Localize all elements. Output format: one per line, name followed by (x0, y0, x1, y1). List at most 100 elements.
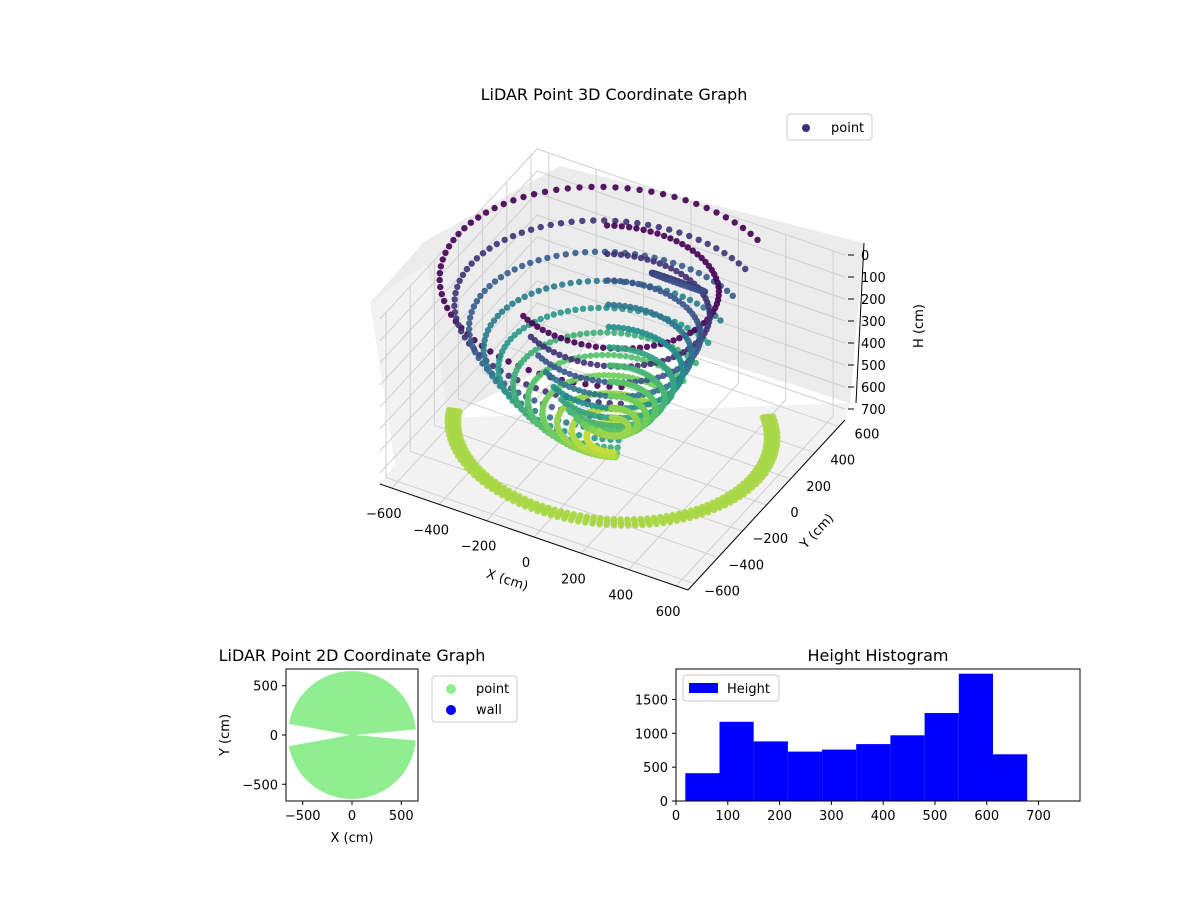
point-3d-s0 (695, 269, 703, 277)
point-3d-s0 (453, 315, 460, 322)
point-3d-s0 (721, 249, 728, 257)
point-3d-s0 (468, 308, 475, 316)
point-3d-s0 (557, 220, 565, 227)
point-3d-s0 (437, 283, 444, 291)
point-3d-s0 (729, 292, 736, 299)
point-3d-s0 (461, 225, 468, 232)
chart-3d: LiDAR Point 3D Coordinate Graph −600 −400… (366, 85, 927, 620)
point-3d-s0 (648, 188, 655, 195)
point-3d-s0 (510, 197, 517, 204)
point-3d-s1 (545, 346, 552, 353)
point-3d-s0 (451, 302, 458, 309)
point-3d-s0 (527, 226, 535, 233)
point-3d-s0 (568, 218, 575, 225)
point-3d-s0 (493, 240, 500, 248)
point-3d-s0 (576, 184, 583, 191)
point-3d-s0 (728, 254, 736, 262)
point-3d-s0 (611, 329, 618, 336)
x-tick-label-histogram: 600 (974, 809, 999, 824)
point-3d-s0 (467, 337, 474, 344)
point-3d-s1 (592, 343, 599, 350)
point-3d-s0 (590, 329, 597, 336)
point-3d-s0 (439, 256, 446, 263)
point-3d-s0 (543, 313, 551, 320)
point-3d-s0 (546, 339, 554, 346)
point-3d-s0 (623, 218, 630, 225)
grid-line-z (379, 148, 846, 320)
point-3d-s0 (468, 260, 475, 267)
point-3d-s0 (614, 444, 621, 451)
point-3d-s1 (665, 355, 672, 363)
point-3d-s1 (667, 235, 674, 242)
point-3d-s1 (635, 280, 642, 288)
point-3d-s1 (580, 421, 588, 428)
point-3d-s2 (669, 511, 676, 519)
point-3d-s0 (615, 372, 622, 379)
point-3d-s0 (504, 270, 511, 277)
point-3d-s1 (689, 247, 696, 254)
point-3d-s0 (482, 331, 490, 339)
z-tick-label-3d: 500 (861, 359, 886, 374)
point-3d-s0 (644, 221, 652, 229)
point-3d-s0 (519, 262, 526, 270)
point-3d-s1 (535, 352, 542, 359)
point-3d-s0 (563, 419, 570, 426)
point-3d-s1 (644, 256, 651, 263)
point-3d-s2 (583, 513, 591, 520)
point-3d-s2 (675, 510, 683, 517)
chart-histogram: Height Histogram 0 100 200 300 400 500 600 700 … (635, 646, 1081, 824)
point-3d-s1 (577, 374, 584, 381)
point-3d-s2 (533, 500, 540, 507)
point-3d-s2 (527, 498, 534, 505)
point-3d-s2 (597, 515, 604, 522)
point-3d-s0 (495, 366, 502, 373)
y-tick-label-2d: 500 (253, 680, 278, 695)
x-tick-label-histogram: 100 (715, 809, 740, 824)
legend-histogram-label: Height (727, 682, 770, 697)
point-3d-s0 (587, 305, 594, 312)
point-3d-s1 (594, 361, 601, 369)
point-3d-s0 (634, 219, 641, 227)
point-3d-s1 (676, 334, 683, 342)
point-cloud-2d (288, 671, 416, 799)
point-3d-s0 (655, 223, 662, 231)
grid-line-z (379, 170, 846, 342)
point-3d-s1 (566, 370, 573, 378)
x-tick-label-2d: 0 (348, 809, 356, 824)
point-3d-s2 (564, 509, 571, 517)
point-3d-s0 (528, 290, 535, 297)
point-3d-s1 (580, 388, 588, 396)
y-tick-label-histogram: 0 (660, 795, 668, 810)
point-3d-s0 (584, 278, 592, 285)
y-tick-label-3d: −200 (752, 532, 788, 547)
point-3d-s0 (494, 312, 501, 320)
point-3d-s0 (596, 372, 603, 379)
point-3d-s2 (590, 514, 597, 521)
point-3d-s0 (553, 252, 560, 260)
point-3d-s0 (579, 217, 586, 225)
point-3d-s1 (627, 303, 634, 311)
point-3d-s0 (458, 328, 465, 335)
point-3d-s0 (480, 347, 487, 354)
point-3d-s2 (501, 484, 508, 492)
point-3d-s0 (564, 185, 571, 192)
point-3d-s2 (704, 501, 711, 509)
point-3d-s0 (481, 336, 488, 344)
point-3d-s1 (623, 395, 631, 402)
x-ticks-histogram: 0 100 200 300 400 500 600 700 (672, 801, 1051, 824)
point-3d-s0 (670, 259, 677, 267)
legend-2d-label-wall: wall (476, 703, 502, 718)
point-3d-s0 (739, 224, 747, 232)
point-3d-s1 (650, 258, 657, 265)
point-3d-s1 (624, 252, 631, 259)
point-3d-s1 (640, 226, 647, 233)
y-tick-label-3d: 0 (790, 506, 798, 521)
point-3d-s2 (709, 499, 716, 506)
point-3d-s0 (599, 351, 606, 359)
histogram-bars (685, 673, 1028, 801)
point-3d-s0 (634, 355, 641, 362)
point-3d-s1 (524, 316, 531, 323)
point-3d-s1 (605, 323, 612, 331)
point-3d-s0 (503, 304, 511, 311)
x-tick-label-histogram: 500 (923, 809, 948, 824)
